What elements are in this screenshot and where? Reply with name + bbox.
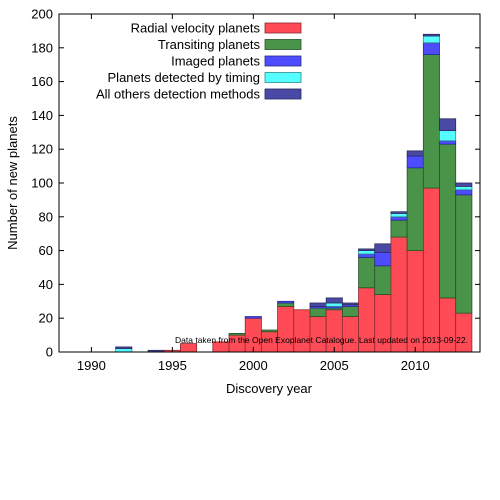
bar-2007-series-1 — [358, 256, 376, 289]
x-tick-label-2005: 2005 — [320, 358, 349, 373]
x-axis-label: Discovery year — [226, 381, 313, 396]
bar-2000-series-2 — [244, 316, 262, 319]
data-source-annotation: Data taken from the Open Exoplanet Catal… — [175, 335, 468, 345]
y-tick-label-20: 20 — [39, 311, 53, 326]
y-tick-label-80: 80 — [39, 209, 53, 224]
bar-2007-series-2 — [358, 253, 376, 258]
bar-2010-series-4 — [406, 150, 424, 157]
bar-2006-series-4 — [341, 302, 359, 306]
bar-2009-series-4 — [390, 211, 408, 214]
legend-swatch-3 — [264, 72, 302, 83]
legend-label-0: Radial velocity planets — [131, 21, 261, 36]
bar-2004-series-4 — [309, 302, 327, 307]
legend-swatch-0 — [264, 22, 302, 34]
bar-1992-series-4 — [115, 346, 133, 350]
legend-swatch-2 — [264, 55, 302, 67]
bar-2013-series-2 — [455, 189, 473, 196]
legend-swatch-4 — [264, 88, 302, 100]
legend-swatch-1 — [264, 39, 302, 50]
x-tick-label-2010: 2010 — [401, 358, 430, 373]
bar-2011-series-0 — [422, 187, 440, 353]
bar-2011-series-3 — [422, 35, 440, 44]
legend-label-3: Planets detected by timing — [108, 70, 260, 85]
bar-2005-series-0 — [325, 309, 343, 353]
tick-layer: 0 20 40 60 80 100 120 140 160 180 200 1990 1995 2000 2… — [31, 7, 480, 373]
bar-2009-series-2 — [390, 216, 408, 221]
bar-2005-series-3 — [325, 302, 343, 307]
bars-layer — [115, 33, 473, 353]
y-tick-label-180: 180 — [31, 40, 53, 55]
y-tick-label-160: 160 — [31, 74, 53, 89]
y-tick-label-120: 120 — [31, 142, 53, 157]
bar-2008-series-1 — [374, 265, 392, 295]
bar-2004-series-1 — [309, 307, 327, 317]
bar-2007-series-4 — [358, 248, 376, 252]
bar-2003-series-0 — [293, 309, 311, 353]
bar-2012-series-4 — [439, 118, 457, 132]
bar-2013-series-4 — [455, 182, 473, 187]
bar-2010-series-2 — [406, 155, 424, 169]
bar-2011-series-4 — [422, 33, 440, 37]
bar-2002-series-2 — [277, 300, 295, 304]
bar-2001-series-1 — [261, 329, 278, 333]
bar-2002-series-1 — [277, 302, 295, 307]
bar-2013-series-0 — [455, 312, 473, 353]
bar-2009-series-1 — [390, 219, 408, 238]
bar-2006-series-1 — [341, 305, 359, 317]
bar-2005-series-4 — [325, 297, 343, 304]
legend-label-2: Imaged planets — [171, 54, 260, 69]
bar-2008-series-2 — [374, 251, 392, 267]
bar-2013-series-3 — [455, 185, 473, 191]
bar-2011-series-2 — [422, 42, 440, 55]
y-tick-label-60: 60 — [39, 243, 53, 258]
y-axis-label: Number of new planets — [5, 116, 20, 250]
bar-2010-series-1 — [406, 167, 424, 251]
bar-2012-series-1 — [439, 143, 457, 299]
x-tick-label-2000: 2000 — [239, 358, 268, 373]
y-tick-label-100: 100 — [31, 176, 53, 191]
bar-2009-series-3 — [390, 213, 408, 218]
y-tick-label-140: 140 — [31, 108, 53, 123]
y-tick-label-0: 0 — [46, 345, 53, 360]
legend-label-4: All others detection methods — [96, 87, 261, 102]
bar-2008-series-4 — [374, 243, 392, 253]
bar-2012-series-3 — [439, 130, 457, 142]
x-tick-label-1995: 1995 — [158, 358, 187, 373]
bar-1992-series-3 — [115, 348, 133, 353]
bar-2013-series-1 — [455, 194, 473, 314]
bar-2007-series-3 — [358, 250, 376, 255]
bar-2012-series-2 — [439, 140, 457, 145]
legend-label-1: Transiting planets — [158, 37, 261, 52]
y-tick-label-200: 200 — [31, 7, 53, 22]
y-tick-label-40: 40 — [39, 277, 53, 292]
bar-2011-series-1 — [422, 54, 440, 189]
bar-2002-series-0 — [277, 305, 295, 353]
x-tick-label-1990: 1990 — [77, 358, 106, 373]
